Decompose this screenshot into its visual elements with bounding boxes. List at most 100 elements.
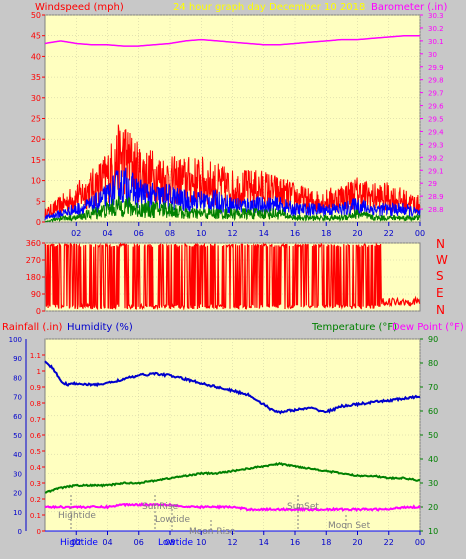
rain-y-tick-label: 0.9 xyxy=(30,384,41,392)
climate-x-tick-label: 06 xyxy=(134,538,144,547)
wind-x-tick-label: 10 xyxy=(196,229,206,238)
rain-y-tick-label: 0.6 xyxy=(30,432,42,440)
barometer-y-ticks: 28.8 28.9 29 29.1 29.2 29.3 29.4 29.5 29.6 29.7 29… xyxy=(420,12,444,214)
wind-x-tick-label: 00 xyxy=(415,229,425,238)
barometer-y-tick-label: 29.7 xyxy=(428,90,444,98)
direction-y-tick-label: 0 xyxy=(36,307,41,316)
barometer-y-tick-label: 29.1 xyxy=(428,167,444,175)
barometer-y-tick-label: 29.4 xyxy=(428,128,444,136)
wind-x-tick-label: 04 xyxy=(102,229,112,238)
rain-y-tick-label: 0.2 xyxy=(30,496,41,504)
barometer-axis-label: Barometer (.in) xyxy=(371,2,447,13)
wind-x-tick-label: 16 xyxy=(290,229,300,238)
moonset-annotation: Moon Set xyxy=(328,521,371,531)
wind-series xyxy=(44,34,421,223)
temperature-y-tick-label: 70 xyxy=(428,383,438,392)
wind-y-tick-label: 50 xyxy=(31,11,41,20)
hightide-bottom-label: Hightide xyxy=(60,538,98,548)
barometer-y-tick-label: 30.3 xyxy=(428,12,444,20)
dewpoint-axis-label: Dew Point (°F) xyxy=(392,322,464,333)
wind-x-tick-label: 22 xyxy=(384,229,394,238)
humidity-y-tick-label: 30 xyxy=(13,470,22,478)
direction-label-s: S xyxy=(436,269,444,283)
direction-y-ticks: 0 90 180 270 360 xyxy=(26,239,45,316)
climate-x-tick-label: 02 xyxy=(71,538,81,547)
humidity-y-tick-label: 70 xyxy=(13,394,22,402)
barometer-y-tick-label: 28.8 xyxy=(428,206,444,214)
temperature-line xyxy=(44,461,421,494)
moonrise-annotation: Moon Rise xyxy=(189,527,236,537)
wind-y-tick-label: 40 xyxy=(31,52,41,61)
wind-y-tick-label: 25 xyxy=(31,115,41,124)
climate-x-ticks: 02 04 06 08 10 12 14 16 18 20 22 00 xyxy=(71,531,425,547)
wind-y-tick-label: 15 xyxy=(31,156,41,165)
sunset-annotation: SunSet xyxy=(287,502,319,512)
temperature-y-tick-label: 90 xyxy=(428,335,438,344)
dewpoint-line xyxy=(44,501,421,513)
temperature-y-tick-label: 30 xyxy=(428,479,438,488)
rain-y-tick-label: 0.8 xyxy=(30,400,41,408)
rainfall-axis-label: Rainfall (.in) xyxy=(2,322,63,333)
wind-y-tick-label: 5 xyxy=(36,197,41,206)
rain-y-tick-label: 0.4 xyxy=(30,464,42,472)
wind-x-tick-label: 02 xyxy=(71,229,81,238)
barometer-y-tick-label: 29.9 xyxy=(428,64,444,72)
lowtide-bottom-label: Lowtide xyxy=(158,538,193,548)
climate-panel-grid xyxy=(45,338,421,532)
wind-y-tick-label: 10 xyxy=(31,177,41,186)
rain-y-tick-label: 0.1 xyxy=(30,512,41,520)
barometer-y-tick-label: 29.6 xyxy=(428,103,444,111)
temperature-y-tick-label: 40 xyxy=(428,455,438,464)
rain-y-tick-label: 1.1 xyxy=(30,352,41,360)
windspeed-axis-label: Windspeed (mph) xyxy=(35,2,124,13)
barometer-y-tick-label: 28.9 xyxy=(428,193,444,201)
temperature-y-tick-label: 10 xyxy=(428,527,438,536)
wind-gust-line xyxy=(44,124,421,219)
humidity-y-tick-label: 90 xyxy=(13,355,22,363)
climate-x-tick-label: 22 xyxy=(384,538,394,547)
climate-x-tick-label: 18 xyxy=(321,538,331,547)
direction-y-tick-label: 180 xyxy=(26,273,41,282)
wind-x-tick-label: 18 xyxy=(321,229,331,238)
direction-y-tick-label: 270 xyxy=(26,256,41,265)
wind-y-tick-label: 45 xyxy=(31,32,41,41)
barometer-y-tick-label: 29.3 xyxy=(428,141,444,149)
temperature-y-tick-label: 50 xyxy=(428,431,438,440)
sunrise-annotation: SunRise xyxy=(142,502,179,512)
rain-y-tick-label: 0.5 xyxy=(30,448,41,456)
direction-line xyxy=(44,242,421,311)
barometer-y-tick-label: 29.2 xyxy=(428,154,444,162)
humidity-y-tick-label: 0 xyxy=(18,528,22,536)
direction-label-e: E xyxy=(436,286,444,300)
temperature-y-tick-label: 80 xyxy=(428,359,438,368)
humidity-y-tick-label: 20 xyxy=(13,490,22,498)
humidity-line xyxy=(44,360,421,415)
barometer-line xyxy=(44,34,420,47)
climate-x-tick-label: 00 xyxy=(415,538,425,547)
direction-y-tick-label: 90 xyxy=(31,290,41,299)
rain-y-tick-label: 1 xyxy=(37,368,41,376)
climate-x-tick-label: 10 xyxy=(196,538,206,547)
direction-label-w: W xyxy=(436,253,448,267)
climate-x-tick-label: 08 xyxy=(165,538,175,547)
climate-x-tick-label: 12 xyxy=(227,538,237,547)
direction-label-n-bottom: N xyxy=(436,303,445,317)
wind-y-tick-label: 0 xyxy=(36,218,41,227)
temperature-y-tick-label: 20 xyxy=(428,503,438,512)
lowtide-annotation: Lowtide xyxy=(155,515,190,525)
humidity-y-tick-label: 50 xyxy=(13,432,22,440)
wind-average-line xyxy=(44,167,421,221)
wind-x-tick-label: 12 xyxy=(227,229,237,238)
direction-series xyxy=(44,242,421,311)
climate-x-tick-label: 16 xyxy=(290,538,300,547)
barometer-y-tick-label: 30.2 xyxy=(428,25,444,33)
barometer-y-tick-label: 29.5 xyxy=(428,116,444,124)
wind-y-ticks: 0 5 10 15 20 25 30 35 40 45 50 xyxy=(31,11,45,227)
humidity-y-tick-label: 40 xyxy=(13,451,22,459)
rain-y-tick-label: 0 xyxy=(37,528,41,536)
wind-x-ticks: 02 04 06 08 10 12 14 16 18 20 22 00 xyxy=(71,222,425,238)
wind-y-tick-label: 35 xyxy=(31,73,41,82)
hightide-annotation: Hightide xyxy=(58,511,96,521)
wind-y-tick-label: 30 xyxy=(31,94,41,103)
